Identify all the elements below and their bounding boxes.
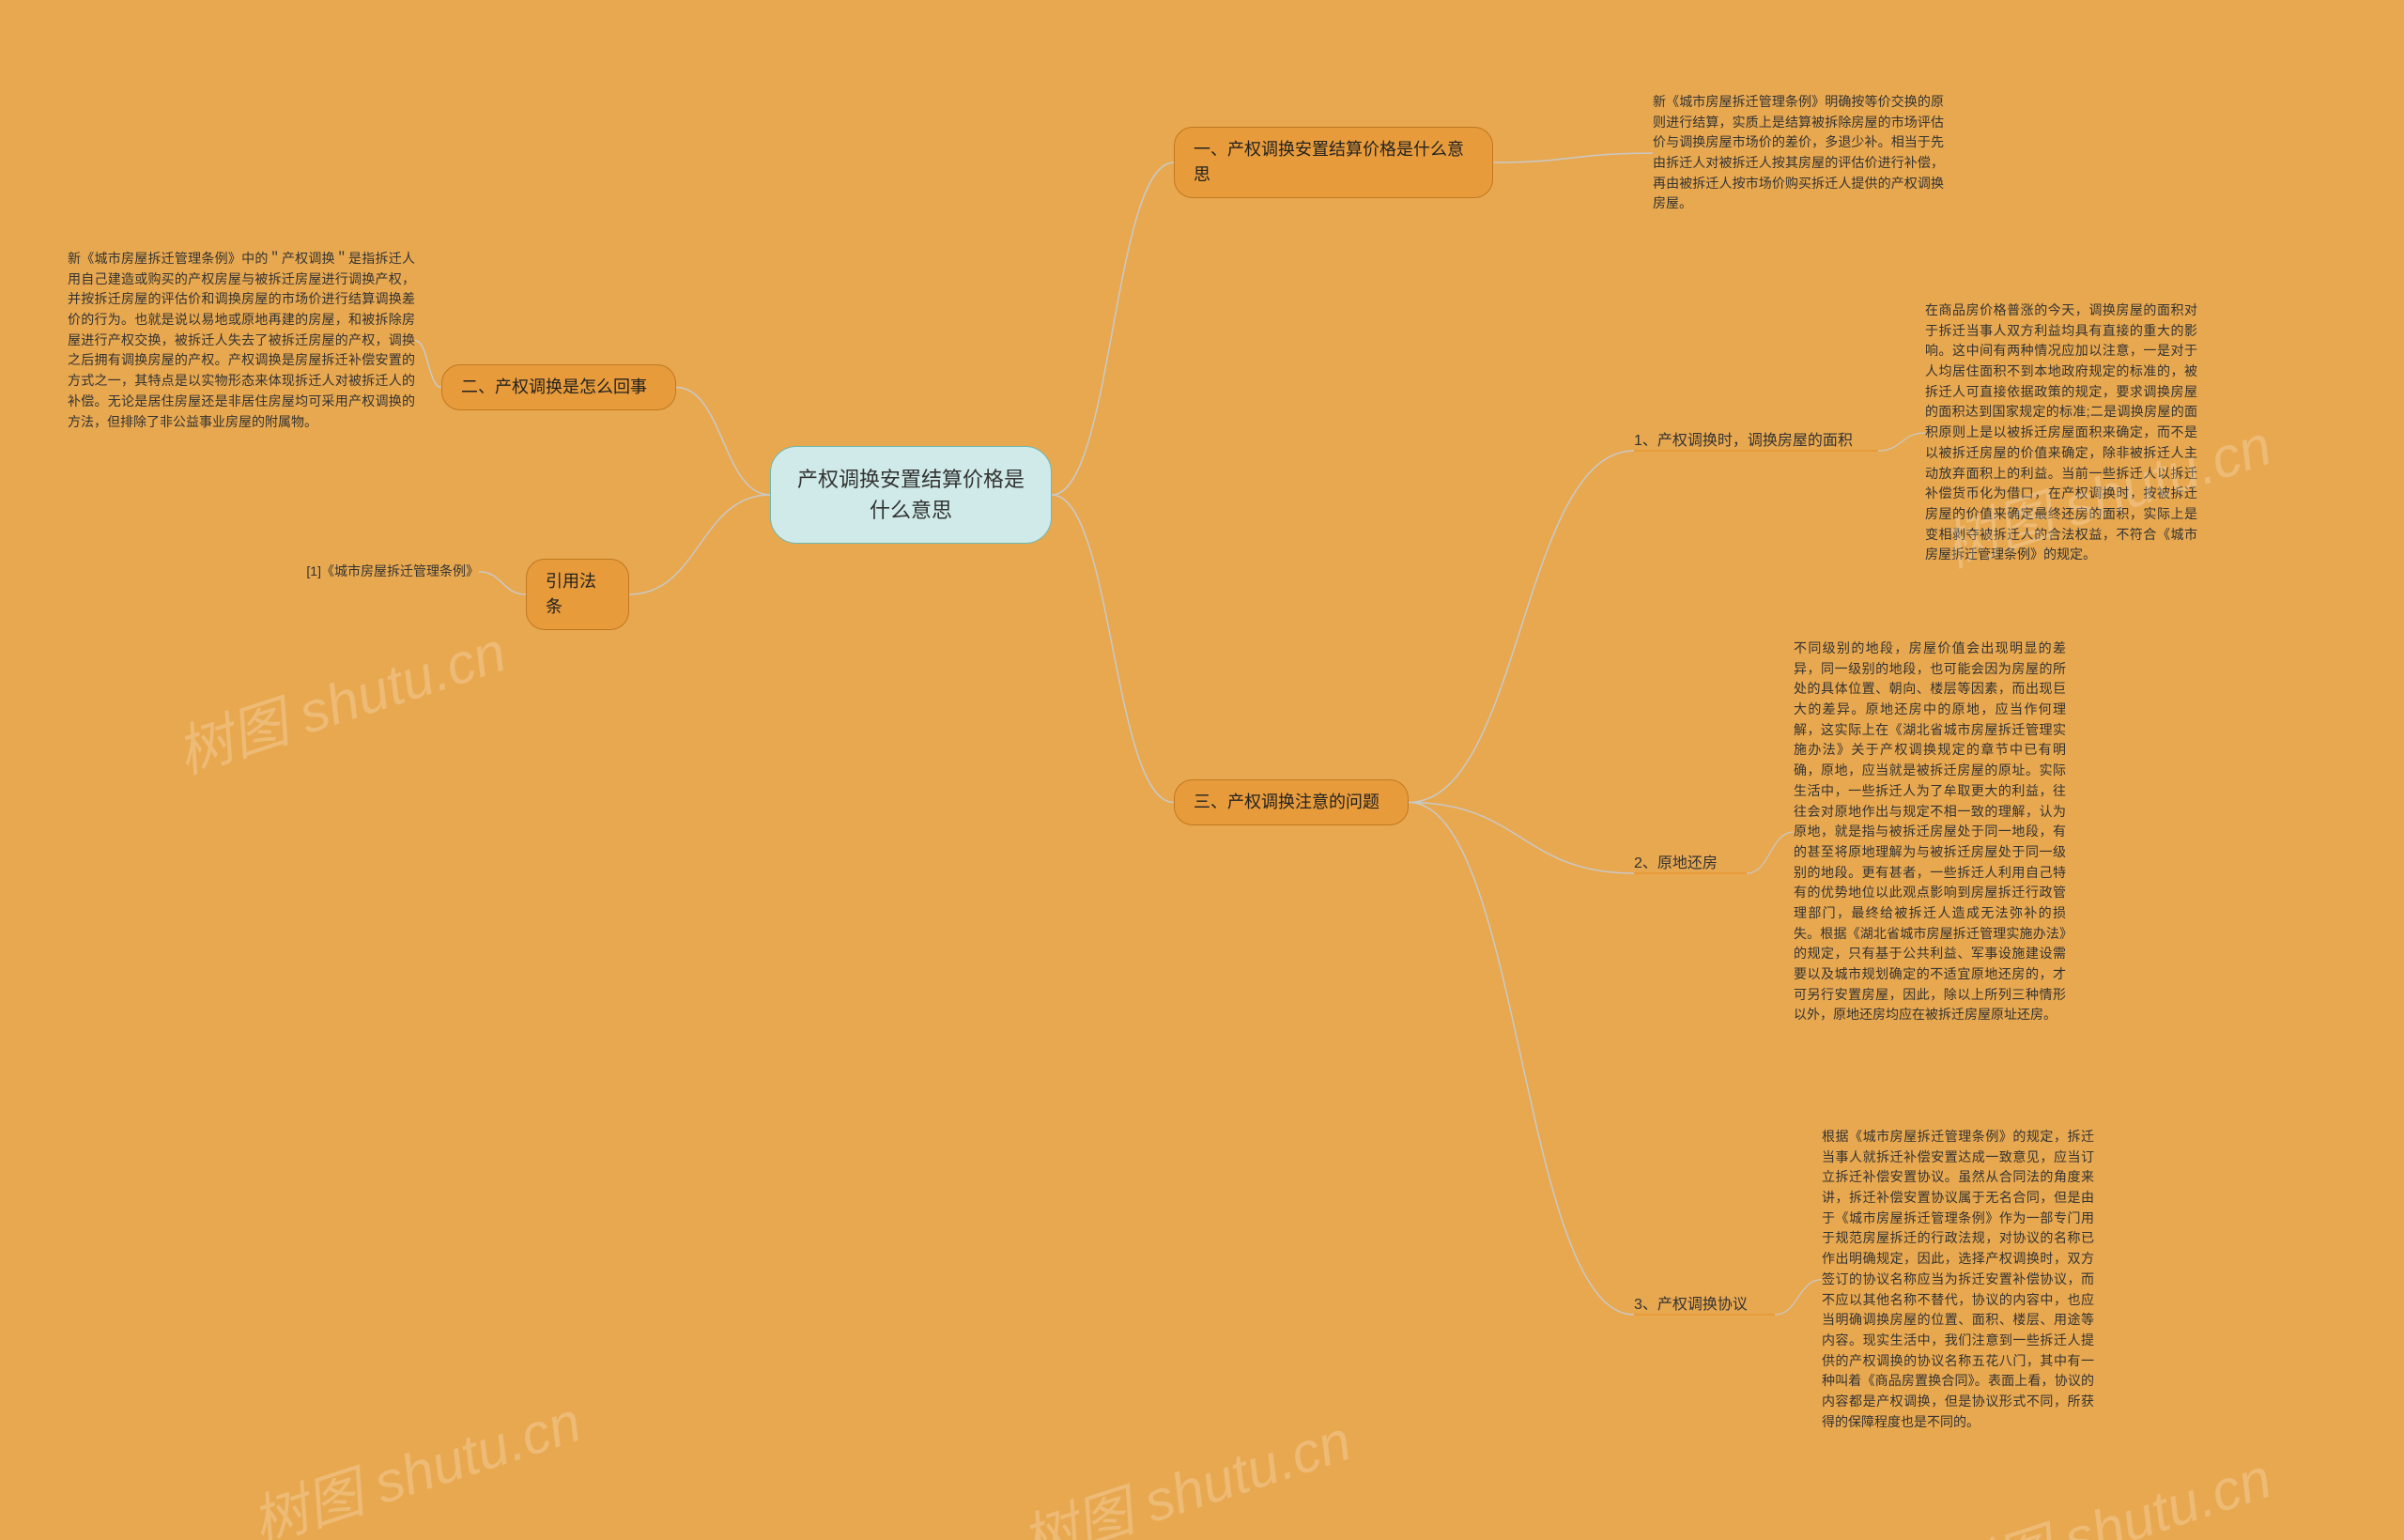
branch-left-2[interactable]: 引用法条 (526, 559, 629, 630)
leaf-left-1-text: 新《城市房屋拆迁管理条例》中的＂产权调换＂是指拆迁人用自己建造或购买的产权房屋与… (68, 249, 415, 432)
leaf-r3-2-text: 不同级别的地段，房屋价值会出现明显的差异，同一级别的地段，也可能会因为房屋的所处… (1794, 639, 2066, 1025)
branch-right-1-label: 一、产权调换安置结算价格是什么意思 (1194, 140, 1464, 184)
leaf-r3-3-label: 3、产权调换协议 (1634, 1294, 1775, 1317)
root-label: 产权调换安置结算价格是什么意思 (797, 468, 1025, 522)
branch-right-1[interactable]: 一、产权调换安置结算价格是什么意思 (1174, 127, 1493, 198)
branch-right-3[interactable]: 三、产权调换注意的问题 (1174, 779, 1409, 825)
leaf-r3-3-text: 根据《城市房屋拆迁管理条例》的规定，拆迁当事人就拆迁补偿安置达成一致意见，应当订… (1822, 1127, 2094, 1432)
leaf-right-1-text: 新《城市房屋拆迁管理条例》明确按等价交换的原则进行结算，实质上是结算被拆除房屋的… (1653, 92, 1944, 214)
branch-left-1[interactable]: 二、产权调换是怎么回事 (441, 364, 676, 410)
leaf-r3-1-text: 在商品房价格普涨的今天，调换房屋的面积对于拆迁当事人双方利益均具有直接的重大的影… (1925, 300, 2197, 565)
leaf-r3-1-label: 1、产权调换时，调换房屋的面积 (1634, 430, 1878, 453)
watermark: 树图 shutu.cn (239, 1377, 590, 1540)
branch-left-1-label: 二、产权调换是怎么回事 (461, 377, 647, 396)
watermark: 树图 shutu.cn (1930, 1433, 2280, 1540)
leaf-left-2-text: [1]《城市房屋拆迁管理条例》 (254, 562, 479, 582)
root-node[interactable]: 产权调换安置结算价格是什么意思 (770, 446, 1052, 544)
branch-right-3-label: 三、产权调换注意的问题 (1194, 793, 1379, 811)
watermark: 树图 shutu.cn (1009, 1395, 1360, 1540)
watermark: 树图 shutu.cn (164, 607, 515, 790)
leaf-r3-2-label: 2、原地还房 (1634, 853, 1747, 875)
branch-left-2-label: 引用法条 (546, 572, 596, 616)
